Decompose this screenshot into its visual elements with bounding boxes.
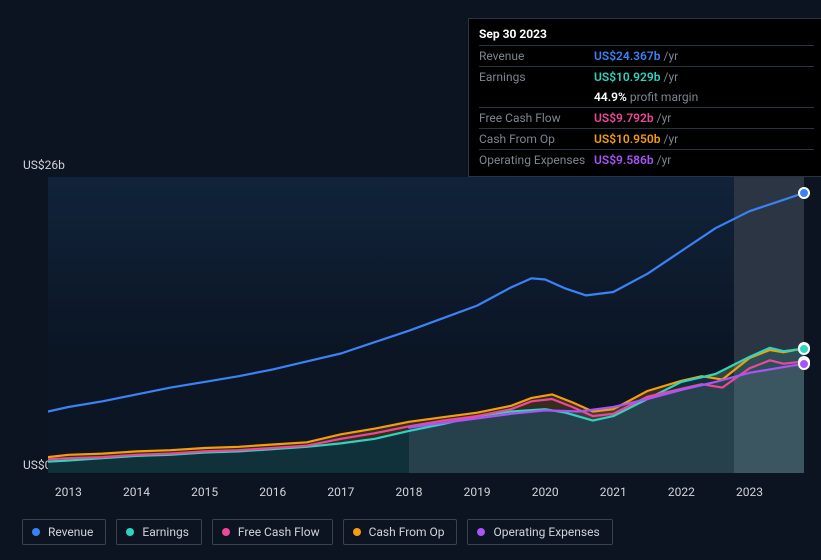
- tooltip-row: Cash From OpUS$10.950b/yr: [479, 128, 814, 149]
- legend-item[interactable]: Revenue: [22, 519, 106, 545]
- legend-dot-icon: [222, 528, 230, 536]
- tooltip-metric-value: 44.9%: [594, 90, 627, 104]
- x-tick-label: 2016: [259, 485, 286, 499]
- tooltip-metric-label: Earnings: [479, 70, 594, 84]
- x-tick-label: 2019: [464, 485, 491, 499]
- x-tick-label: 2018: [395, 485, 422, 499]
- legend-dot-icon: [32, 528, 40, 536]
- legend-dot-icon: [126, 528, 134, 536]
- series-end-marker-earnings: [798, 343, 810, 355]
- tooltip-metric-value: US$9.792b: [594, 111, 654, 125]
- legend-label: Earnings: [142, 525, 189, 539]
- x-tick-label: 2023: [736, 485, 763, 499]
- tooltip-metric-label: Operating Expenses: [479, 153, 594, 167]
- tooltip-row: Operating ExpensesUS$9.586b/yr: [479, 149, 814, 170]
- legend-label: Revenue: [48, 525, 93, 539]
- tooltip-metric-value: US$9.586b: [594, 153, 654, 167]
- x-tick-label: 2020: [532, 485, 559, 499]
- legend-item[interactable]: Cash From Op: [343, 519, 458, 545]
- tooltip-metric-label: Cash From Op: [479, 132, 594, 146]
- tooltip-metric-value: US$24.367b: [594, 49, 661, 63]
- tooltip-row: RevenueUS$24.367b/yr: [479, 45, 814, 66]
- tooltip-metric-label: Free Cash Flow: [479, 111, 594, 125]
- y-axis-max-label: US$26b: [23, 158, 65, 172]
- x-axis-ticks: 2013 2014 2015 2016 2017 2018 2019 2020 2021 2022…: [48, 485, 804, 501]
- legend-dot-icon: [353, 528, 361, 536]
- legend-item[interactable]: Operating Expenses: [467, 519, 612, 545]
- x-tick-label: 2017: [327, 485, 354, 499]
- tooltip-row: EarningsUS$10.929b/yr: [479, 66, 814, 87]
- series-end-marker-operating_expenses: [798, 358, 810, 370]
- x-tick-label: 2022: [668, 485, 695, 499]
- tooltip-row: Free Cash FlowUS$9.792b/yr: [479, 107, 814, 128]
- legend-label: Free Cash Flow: [238, 525, 320, 539]
- legend: Revenue Earnings Free Cash Flow Cash From O…: [22, 519, 613, 545]
- data-tooltip: Sep 30 2023 RevenueUS$24.367b/yrEarnings…: [468, 18, 821, 177]
- tooltip-metric-label: Revenue: [479, 49, 594, 63]
- legend-label: Operating Expenses: [493, 525, 599, 539]
- legend-item[interactable]: Free Cash Flow: [212, 519, 333, 545]
- x-tick-label: 2021: [600, 485, 627, 499]
- series-end-marker-revenue: [798, 187, 810, 199]
- tooltip-metric-suffix: /yr: [657, 153, 672, 167]
- tooltip-metric-suffix: /yr: [664, 49, 679, 63]
- chart-page: Sep 30 2023 RevenueUS$24.367b/yrEarnings…: [0, 0, 821, 560]
- legend-item[interactable]: Earnings: [116, 519, 202, 545]
- x-tick-label: 2013: [55, 485, 82, 499]
- x-tick-label: 2014: [123, 485, 150, 499]
- x-tick-label: 2015: [191, 485, 218, 499]
- line-chart[interactable]: [48, 177, 804, 473]
- legend-dot-icon: [477, 528, 485, 536]
- tooltip-metric-suffix: /yr: [664, 70, 679, 84]
- tooltip-metric-suffix: profit margin: [630, 90, 698, 104]
- tooltip-metric-suffix: /yr: [657, 111, 672, 125]
- tooltip-row: 44.9%profit margin: [479, 87, 814, 107]
- tooltip-metric-value: US$10.929b: [594, 70, 661, 84]
- tooltip-title: Sep 30 2023: [479, 25, 814, 45]
- legend-label: Cash From Op: [369, 525, 445, 539]
- tooltip-metric-suffix: /yr: [664, 132, 679, 146]
- tooltip-metric-value: US$10.950b: [594, 132, 661, 146]
